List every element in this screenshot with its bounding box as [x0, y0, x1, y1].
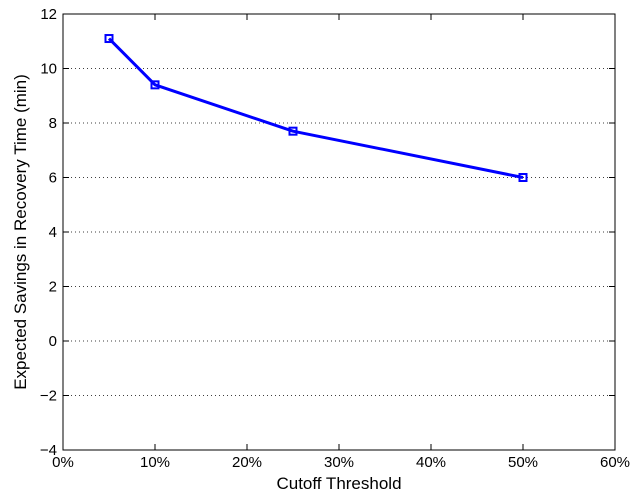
y-axis-title: Expected Savings in Recovery Time (min) [11, 74, 30, 390]
x-tick-label: 0% [52, 454, 74, 471]
x-tick-label: 60% [600, 454, 630, 471]
data-point-marker [150, 80, 160, 90]
axis-ticks: −4 −2 0 2 4 6 8 10 12 0% 10% 20% 30% 40% 50% 60% [40, 6, 630, 471]
y-tick-label: 0 [49, 333, 57, 350]
y-tick-label: −2 [40, 388, 57, 405]
data-point-marker [288, 126, 298, 136]
x-axis-title: Cutoff Threshold [276, 474, 401, 493]
y-tick-label: 6 [49, 170, 57, 187]
gridlines [63, 68, 615, 396]
x-tick-label: 30% [324, 454, 354, 471]
x-tick-label: 50% [508, 454, 538, 471]
y-tick-label: 10 [40, 61, 57, 78]
y-tick-label: 4 [49, 224, 57, 241]
y-tick-label: 12 [40, 6, 57, 23]
y-tick-label: 2 [49, 279, 57, 296]
y-tick-label: −4 [40, 442, 57, 459]
series-line [107, 37, 524, 179]
x-tick-label: 40% [416, 454, 446, 471]
x-tick-label: 10% [140, 454, 170, 471]
data-point-marker [518, 173, 528, 182]
y-tick-label: 8 [49, 115, 57, 132]
data-point-marker [104, 34, 114, 44]
x-tick-label: 20% [232, 454, 262, 471]
series-layer [104, 34, 528, 182]
